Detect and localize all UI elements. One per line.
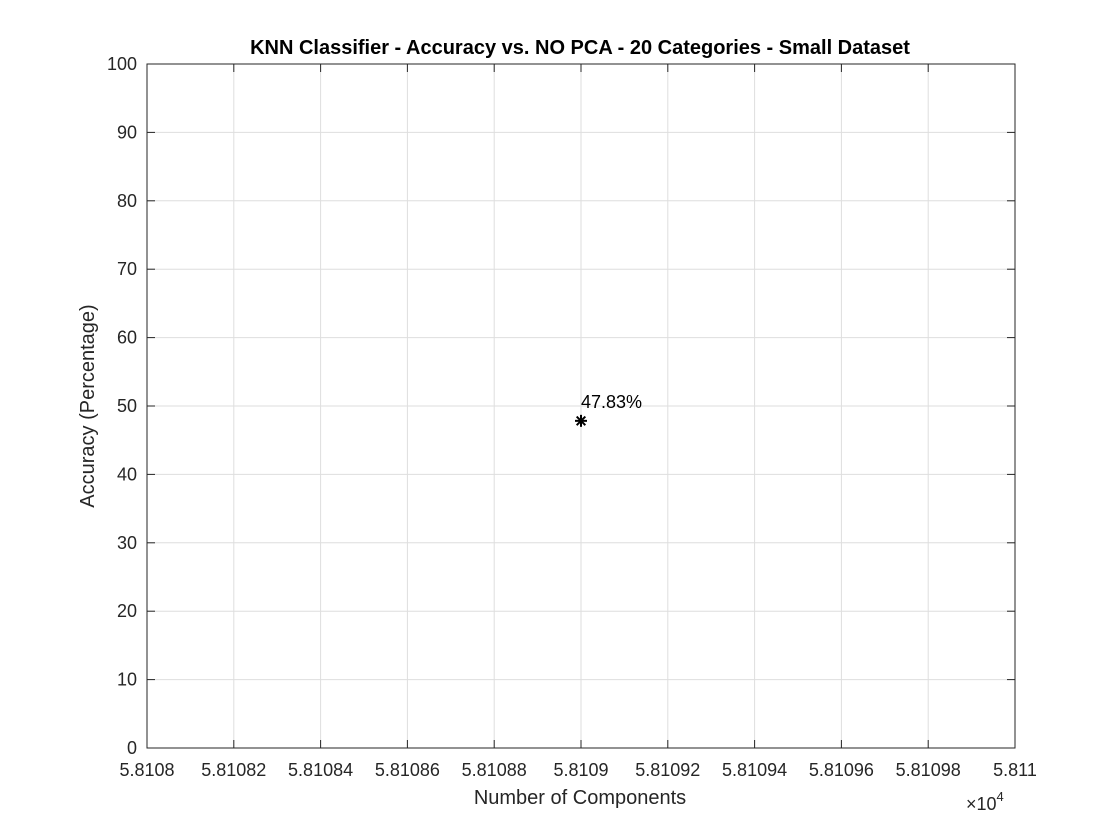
x-axis-label: Number of Components (474, 787, 686, 809)
axes (146, 63, 1016, 749)
x-exponent-power: 4 (997, 789, 1004, 804)
x-exponent-base: ×10 (966, 794, 997, 814)
y-tick-label-1: 10 (117, 670, 137, 690)
y-tick-label-4: 40 (117, 464, 137, 484)
x-tick-label-9: 5.81098 (896, 760, 961, 780)
y-tick-label-9: 90 (117, 122, 137, 142)
y-tick-label-6: 60 (117, 328, 137, 348)
data-point-0 (575, 414, 587, 427)
y-tick-label-2: 20 (117, 601, 137, 621)
x-tick-labels: 5.8108 5.81082 5.81084 5.81086 5.81088 5.8109… (119, 760, 1036, 780)
x-tick-label-6: 5.81092 (635, 760, 700, 780)
data-points: 47.83% (575, 392, 642, 427)
x-tick-label-4: 5.81088 (462, 760, 527, 780)
y-tick-labels: 0 10 20 30 40 50 60 70 80 90 100 (107, 54, 137, 758)
x-tick-label-7: 5.81094 (722, 760, 787, 780)
chart-title: KNN Classifier - Accuracy vs. NO PCA - 2… (250, 37, 910, 59)
x-tick-label-0: 5.8108 (119, 760, 174, 780)
y-tick-label-8: 80 (117, 191, 137, 211)
x-tick-label-10: 5.811 (993, 760, 1037, 780)
y-tick-label-7: 70 (117, 259, 137, 279)
x-tick-label-1: 5.81082 (201, 760, 266, 780)
y-tick-label-10: 100 (107, 54, 137, 74)
data-label-0: 47.83% (581, 392, 642, 412)
y-axis-label: Accuracy (Percentage) (77, 304, 99, 507)
x-tick-label-2: 5.81084 (288, 760, 353, 780)
x-tick-label-8: 5.81096 (809, 760, 874, 780)
x-exponent-label: ×104 (966, 789, 1004, 814)
y-tick-label-0: 0 (127, 738, 137, 758)
x-tick-label-3: 5.81086 (375, 760, 440, 780)
y-tick-label-5: 50 (117, 396, 137, 416)
y-tick-label-3: 30 (117, 533, 137, 553)
x-tick-label-5: 5.8109 (553, 760, 608, 780)
